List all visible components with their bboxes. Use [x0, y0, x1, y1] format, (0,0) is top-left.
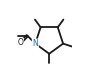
Text: O: O — [17, 38, 23, 47]
Text: N: N — [32, 39, 38, 48]
